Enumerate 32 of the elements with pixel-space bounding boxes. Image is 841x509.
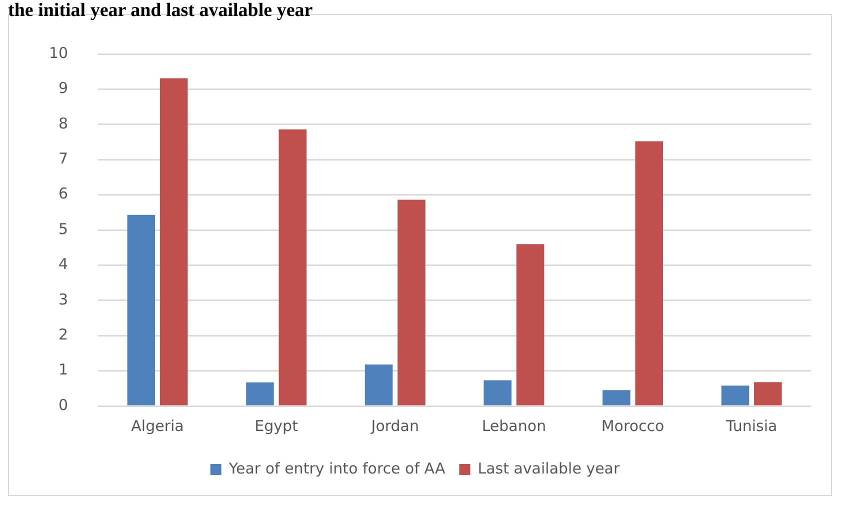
y-tick-label: 6 — [58, 184, 68, 203]
bar — [246, 382, 274, 406]
bar — [127, 214, 156, 406]
y-tick-label: 10 — [48, 44, 68, 62]
bar — [160, 78, 188, 406]
y-tick-label: 2 — [58, 325, 68, 344]
y-tick-label: 0 — [58, 396, 68, 414]
bar — [278, 129, 307, 406]
y-tick-label: 8 — [58, 114, 68, 132]
y-tick-label: 3 — [58, 290, 68, 308]
y-tick-label: 1 — [58, 360, 68, 379]
x-tick-label: Lebanon — [482, 416, 546, 435]
y-tick-label: 5 — [58, 220, 68, 238]
bar — [516, 244, 544, 406]
y-tick-label: 9 — [58, 79, 68, 98]
bar — [484, 380, 512, 406]
bar — [602, 390, 630, 406]
bar — [721, 386, 750, 406]
bar — [754, 382, 782, 406]
legend-label: Last available year — [478, 459, 620, 478]
y-tick-label: 4 — [58, 255, 68, 274]
x-tick-label: Algeria — [131, 416, 184, 435]
x-tick-label: Jordan — [370, 416, 419, 435]
bar — [635, 141, 663, 406]
x-tick-label: Egypt — [254, 416, 298, 435]
x-tick-label: Morocco — [601, 416, 664, 435]
bar — [364, 364, 393, 406]
chart-title: the initial year and last available year — [8, 0, 314, 21]
y-tick-label: 7 — [58, 149, 68, 168]
x-tick-label: Tunisia — [724, 416, 778, 435]
legend-label: Year of entry into force of AA — [228, 459, 446, 478]
bar — [398, 200, 426, 406]
